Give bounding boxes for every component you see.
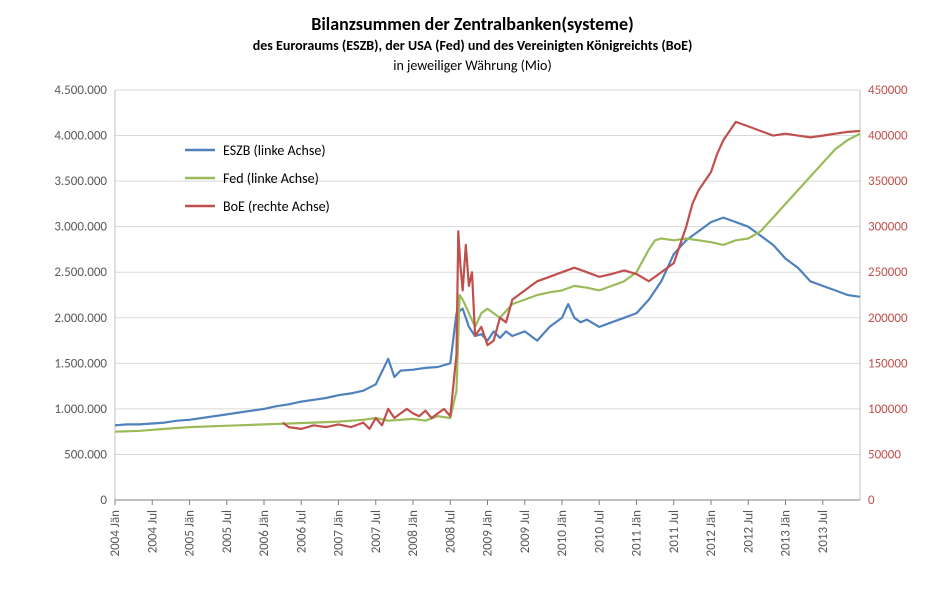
y-right-tick-label: 400000 (868, 129, 908, 144)
x-tick-label: 2012 Jän (704, 510, 719, 557)
y-right-tick-label: 0 (868, 493, 875, 508)
y-right-tick-label: 200000 (868, 311, 908, 326)
x-tick-label: 2004 Jul (145, 510, 160, 553)
series-BoE (283, 122, 860, 429)
y-right-tick-label: 350000 (868, 174, 908, 189)
x-tick-label: 2006 Jul (294, 510, 309, 553)
x-tick-label: 2005 Jän (183, 510, 198, 557)
y-left-tick-label: 4.500.000 (54, 83, 107, 98)
series-ESZB (115, 218, 860, 426)
y-left-tick-label: 4.000.000 (54, 129, 107, 144)
x-tick-label: 2010 Jän (555, 510, 570, 557)
x-tick-label: 2008 Jän (406, 510, 421, 557)
chart-subtitle: des Euroraums (ESZB), der USA (Fed) und … (253, 37, 693, 54)
y-left-tick-label: 1.000.000 (54, 402, 107, 417)
legend-label: BoE (rechte Achse) (223, 198, 330, 215)
y-left-tick-label: 2.000.000 (54, 311, 107, 326)
x-tick-label: 2010 Jul (592, 510, 607, 553)
y-right-tick-label: 150000 (868, 356, 908, 371)
y-right-tick-label: 450000 (868, 83, 908, 98)
y-right-tick-label: 250000 (868, 265, 908, 280)
x-tick-label: 2007 Jul (369, 510, 384, 553)
y-left-tick-label: 0 (100, 493, 107, 508)
x-tick-label: 2011 Jul (667, 510, 682, 553)
x-tick-label: 2004 Jän (108, 510, 123, 557)
y-left-tick-label: 1.500.000 (54, 356, 107, 371)
y-left-tick-label: 3.000.000 (54, 220, 107, 235)
chart-unit: in jeweiliger Währung (Mio) (393, 57, 551, 74)
x-tick-label: 2013 Jän (779, 510, 794, 557)
y-right-tick-label: 50000 (868, 447, 901, 462)
y-right-tick-label: 300000 (868, 220, 908, 235)
x-tick-label: 2013 Jul (816, 510, 831, 553)
x-tick-label: 2005 Jul (220, 510, 235, 553)
x-tick-label: 2009 Jul (518, 510, 533, 553)
chart-title: Bilanzsummen der Zentralbanken(systeme) (311, 13, 633, 35)
legend-label: ESZB (linke Achse) (223, 142, 326, 159)
chart-container: Bilanzsummen der Zentralbanken(systeme) d… (0, 0, 945, 610)
y-left-tick-label: 500.000 (64, 447, 107, 462)
x-tick-label: 2006 Jän (257, 510, 272, 557)
x-tick-label: 2008 Jul (443, 510, 458, 553)
y-left-tick-label: 3.500.000 (54, 174, 107, 189)
y-left-tick-label: 2.500.000 (54, 265, 107, 280)
y-right-tick-label: 100000 (868, 402, 908, 417)
legend-label: Fed (linke Achse) (223, 170, 319, 187)
x-tick-label: 2011 Jän (630, 510, 645, 557)
chart-svg: Bilanzsummen der Zentralbanken(systeme) d… (0, 0, 945, 610)
x-tick-label: 2009 Jän (481, 510, 496, 557)
x-tick-label: 2007 Jän (332, 510, 347, 557)
x-tick-label: 2012 Jul (741, 510, 756, 553)
